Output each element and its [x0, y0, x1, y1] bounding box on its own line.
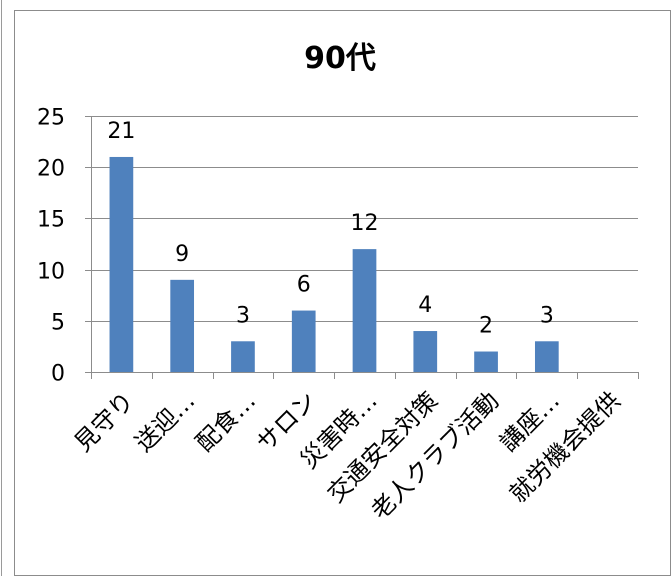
y-tick-label: 20	[37, 157, 65, 182]
y-tick-label: 15	[37, 208, 65, 233]
data-label: 4	[418, 293, 432, 318]
data-labels: 21 9 3 6 12 4 2 3	[107, 119, 553, 339]
axes	[91, 116, 639, 379]
data-label: 21	[107, 119, 135, 144]
bar	[534, 341, 559, 372]
bar	[352, 249, 377, 372]
bar	[231, 341, 255, 372]
data-label: 3	[540, 303, 554, 328]
bar	[291, 310, 316, 372]
chart-title: 90代	[304, 41, 376, 76]
data-label: 9	[175, 242, 189, 267]
bar	[474, 351, 498, 372]
x-category-label: 送迎…	[130, 386, 201, 457]
bars	[109, 156, 559, 372]
y-tick-label: 5	[51, 311, 65, 336]
y-axis-ticks: 0 5 10 15 20 25	[37, 106, 65, 387]
y-tick-label: 0	[51, 362, 65, 387]
data-label: 2	[479, 314, 493, 339]
data-label: 3	[236, 303, 250, 328]
data-label: 6	[297, 273, 311, 298]
bar	[413, 331, 438, 372]
y-tick-label: 10	[37, 260, 65, 285]
bar	[170, 279, 195, 372]
y-tick-label: 25	[37, 106, 65, 131]
x-category-label: 見守り	[69, 386, 140, 457]
x-category-label: 配食…	[190, 386, 261, 457]
data-label: 12	[351, 211, 379, 236]
bar	[109, 156, 134, 372]
